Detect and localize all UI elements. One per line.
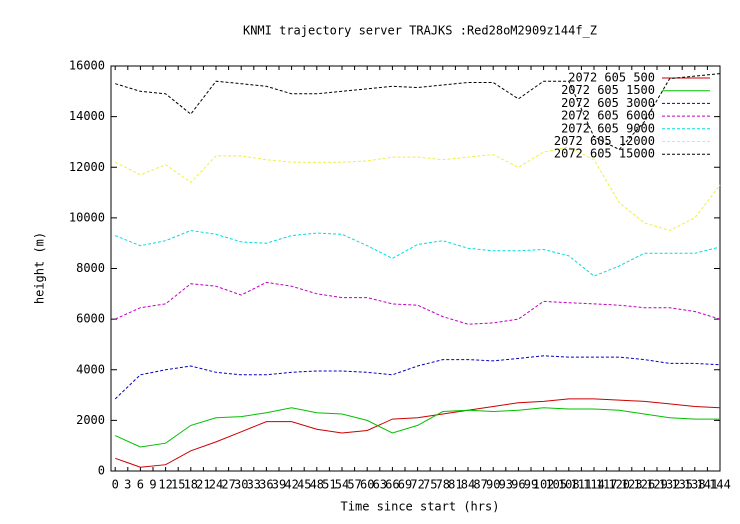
x-tick-label: 114 [583, 478, 605, 492]
y-tick-label: 16000 [69, 59, 105, 73]
x-tick-label: 57 [347, 478, 361, 492]
x-tick-label: 69 [398, 478, 412, 492]
y-tick-label: 14000 [69, 109, 105, 123]
x-tick-label: 60 [360, 478, 374, 492]
x-tick-label: 66 [385, 478, 399, 492]
chart-title: KNMI trajectory server TRAJKS :Red28oM29… [243, 24, 597, 38]
x-axis-label: Time since start (hrs) [341, 500, 500, 514]
legend-label: 2072 605 9000 [561, 121, 655, 135]
x-tick-label: 54 [335, 478, 349, 492]
legend-label: 2072 605 15000 [554, 147, 655, 161]
x-tick-label: 15 [171, 478, 185, 492]
x-tick-label: 27 [221, 478, 235, 492]
x-tick-label: 84 [461, 478, 475, 492]
y-tick-label: 4000 [76, 362, 105, 376]
legend-label: 2072 605 1500 [561, 83, 655, 97]
x-tick-label: 0 [112, 478, 119, 492]
legend-label: 2072 605 500 [568, 71, 655, 85]
x-tick-label: 105 [545, 478, 567, 492]
x-tick-label: 132 [659, 478, 681, 492]
x-tick-label: 30 [234, 478, 248, 492]
x-tick-label: 144 [709, 478, 731, 492]
x-tick-label: 93 [499, 478, 513, 492]
x-tick-label: 141 [697, 478, 719, 492]
x-tick-label: 6 [137, 478, 144, 492]
x-tick-label: 3 [124, 478, 131, 492]
x-tick-label: 108 [558, 478, 580, 492]
x-tick-label: 102 [533, 478, 555, 492]
x-tick-label: 18 [184, 478, 198, 492]
y-tick-label: 12000 [69, 160, 105, 174]
y-tick-label: 8000 [76, 261, 105, 275]
x-tick-label: 21 [196, 478, 210, 492]
x-tick-label: 99 [524, 478, 538, 492]
y-axis-label: height (m) [33, 232, 47, 304]
x-tick-label: 12 [158, 478, 172, 492]
x-tick-label: 51 [322, 478, 336, 492]
x-tick-label: 24 [209, 478, 223, 492]
y-tick-label: 6000 [76, 312, 105, 326]
x-tick-label: 9 [149, 478, 156, 492]
x-tick-label: 120 [608, 478, 630, 492]
x-tick-label: 33 [247, 478, 261, 492]
series-line [115, 398, 721, 468]
x-tick-label: 117 [596, 478, 618, 492]
x-tick-label: 48 [310, 478, 324, 492]
series-line [115, 229, 721, 277]
legend-label: 2072 605 3000 [561, 96, 655, 110]
x-tick-label: 81 [448, 478, 462, 492]
x-tick-label: 126 [634, 478, 656, 492]
x-tick-label: 78 [436, 478, 450, 492]
x-tick-label: 72 [410, 478, 424, 492]
x-tick-label: 87 [473, 478, 487, 492]
legend-label: 2072 605 6000 [561, 109, 655, 123]
x-tick-label: 90 [486, 478, 500, 492]
y-tick-label: 0 [98, 464, 105, 478]
x-tick-label: 96 [511, 478, 525, 492]
y-tick-label: 10000 [69, 210, 105, 224]
y-tick-label: 2000 [76, 413, 105, 427]
x-tick-label: 45 [297, 478, 311, 492]
series-line [114, 355, 721, 400]
x-tick-label: 138 [684, 478, 706, 492]
x-tick-label: 123 [621, 478, 643, 492]
series-line [114, 146, 721, 232]
x-tick-label: 111 [571, 478, 593, 492]
x-tick-label: 39 [272, 478, 286, 492]
series-line [115, 73, 721, 151]
series-line [114, 281, 721, 325]
x-tick-label: 129 [646, 478, 668, 492]
x-tick-label: 42 [284, 478, 298, 492]
x-tick-label: 75 [423, 478, 437, 492]
x-tick-label: 36 [259, 478, 273, 492]
x-tick-label: 63 [373, 478, 387, 492]
series-line [114, 407, 720, 448]
x-tick-label: 135 [671, 478, 693, 492]
